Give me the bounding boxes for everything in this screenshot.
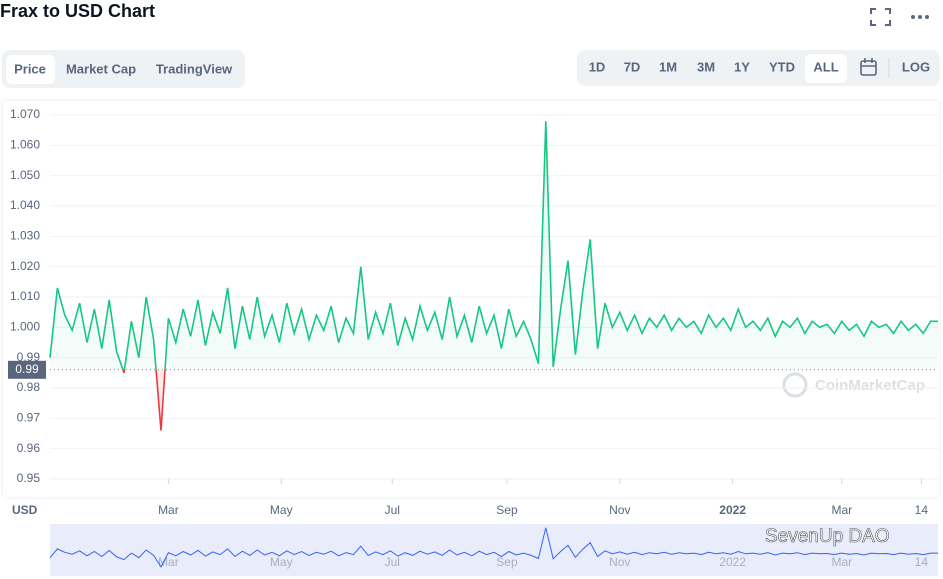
y-tick-label: 1.060 [10, 138, 40, 152]
navigator-tick-label: Mar [831, 555, 852, 569]
navigator-tick-label: 14 [915, 555, 929, 569]
y-tick-label: 1.000 [10, 320, 40, 334]
x-tick-label: Nov [609, 503, 630, 517]
baseline-badge [8, 360, 46, 379]
y-tick-label: 0.98 [17, 380, 41, 394]
range-button[interactable]: ALL [813, 59, 838, 74]
y-tick-label: 0.99 [17, 350, 41, 364]
x-tick-label: May [270, 503, 293, 517]
range-button[interactable]: 1D [589, 59, 606, 74]
y-tick-label: 1.030 [10, 229, 40, 243]
y-tick-label: 1.050 [10, 168, 40, 182]
range-button[interactable]: 7D [624, 59, 641, 74]
y-tick-label: 1.020 [10, 259, 40, 273]
tab-group [2, 50, 245, 88]
navigator-tick-label: Jul [385, 555, 400, 569]
page-title: Frax to USD Chart [0, 1, 155, 21]
navigator-tick-label: Mar [158, 555, 179, 569]
watermark: CoinMarketCap [782, 372, 925, 398]
currency-label: USD [12, 503, 38, 517]
plot-frame [1, 99, 941, 499]
x-tick-label: 14 [915, 503, 929, 517]
tab[interactable]: Price [14, 61, 46, 76]
credit: SevenUp DAO [765, 526, 890, 547]
range-button[interactable]: 3M [697, 59, 715, 74]
y-tick-label: 0.96 [17, 441, 41, 455]
more-icon[interactable] [911, 15, 929, 19]
tab[interactable]: Market Cap [66, 61, 136, 76]
tab[interactable]: TradingView [156, 61, 233, 76]
y-tick-label: 1.070 [10, 107, 40, 121]
fullscreen-icon[interactable] [870, 8, 891, 26]
x-tick-label: Mar [831, 503, 852, 517]
x-tick-label: Sep [496, 503, 518, 517]
y-tick-label: 1.040 [10, 198, 40, 212]
x-tick-label: Jul [385, 503, 400, 517]
price-area [50, 121, 938, 431]
watermark-text: CoinMarketCap [815, 377, 925, 394]
range-group [577, 50, 940, 86]
active-range [805, 54, 847, 83]
log-button[interactable]: LOG [902, 59, 930, 74]
y-tick-label: 1.010 [10, 289, 40, 303]
x-tick-label: 2022 [719, 503, 746, 517]
y-tick-label: 0.97 [17, 411, 41, 425]
navigator-tick-label: Sep [496, 555, 518, 569]
navigator-line [49, 527, 938, 568]
active-tab [6, 55, 55, 84]
range-button[interactable]: YTD [769, 59, 795, 74]
range-button[interactable]: 1Y [734, 59, 750, 74]
range-button[interactable]: 1M [659, 59, 677, 74]
navigator-tick-label: May [270, 555, 293, 569]
baseline-label: 0.99 [15, 362, 39, 376]
calendar-icon[interactable] [860, 58, 877, 76]
x-tick-label: Mar [158, 503, 179, 517]
navigator-tick-label: Nov [609, 555, 630, 569]
price-line [49, 121, 938, 431]
navigator-tick-label: 2022 [719, 555, 746, 569]
y-tick-label: 0.95 [17, 471, 41, 485]
